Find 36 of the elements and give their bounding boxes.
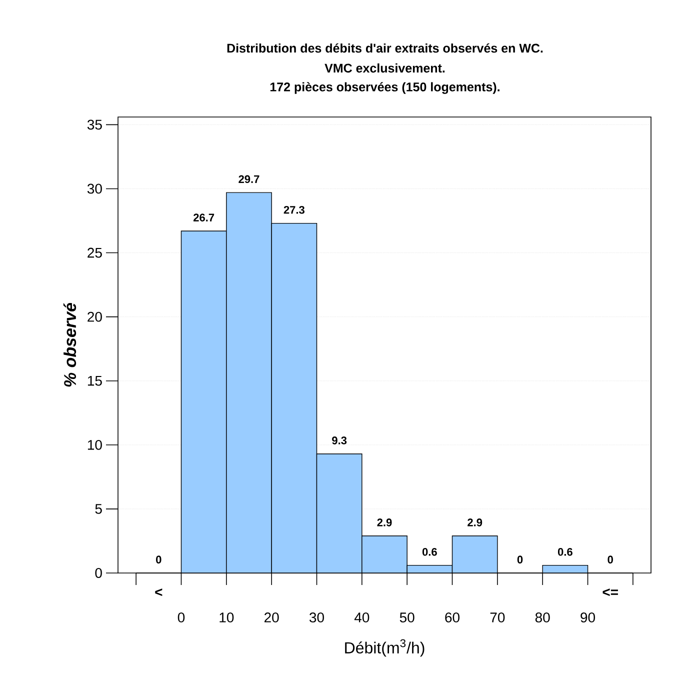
y-tick-label: 35: [87, 120, 102, 130]
x-tick-label: 20: [264, 612, 279, 622]
data-label: 9.3: [332, 436, 347, 444]
data-label: 29.7: [238, 175, 260, 184]
x-tick-label: 90: [580, 612, 595, 622]
data-label: 2.9: [377, 518, 392, 526]
y-tick-label: 30: [87, 184, 102, 194]
x-axis-title: Débit(m$^{3}$/h): [345, 639, 424, 657]
data-label: 0.6: [422, 548, 437, 556]
x-tick-label: 80: [535, 612, 550, 622]
x-tick-label: 70: [490, 612, 505, 622]
y-tick-label: 5: [95, 504, 102, 514]
y-tick-label: 20: [88, 312, 102, 322]
x-tick-label: 10: [220, 612, 234, 622]
chart-title: Distribution des débits d'air extraits observés en WC.: [227, 43, 543, 53]
text: 172 pièces observées (150 logements).: [270, 82, 500, 94]
data-label: 2.9: [468, 518, 482, 526]
x-tick-label: 50: [400, 612, 414, 622]
y-tick-label: 0: [95, 568, 102, 578]
x-tick-label: 0: [178, 612, 185, 622]
y-axis-title: % observé: [63, 302, 76, 387]
y-tick-label: 10: [88, 440, 102, 450]
annotation: <=: [602, 588, 618, 596]
chart-subtitle: VMC exclusivement.: [324, 63, 445, 73]
data-label: 26.7: [193, 214, 214, 222]
x-tick-label: 60: [445, 612, 460, 622]
y-tick-label: 25: [88, 248, 102, 258]
x-tick-label: 30: [309, 612, 324, 622]
data-label: 0: [608, 556, 613, 564]
annotation: <: [155, 588, 162, 596]
data-label: 0: [517, 556, 523, 564]
data-label: 0: [156, 556, 162, 564]
y-tick-label: 15: [88, 376, 102, 386]
data-label: 0.6: [558, 548, 572, 556]
data-label: 27.3: [284, 206, 304, 214]
x-tick-label: 40: [354, 612, 370, 622]
